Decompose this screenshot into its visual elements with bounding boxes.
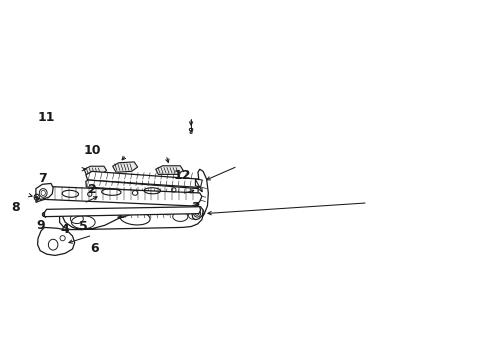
Text: 7: 7 (38, 172, 47, 185)
Text: 11: 11 (38, 111, 55, 125)
Polygon shape (86, 171, 202, 187)
Text: 6: 6 (90, 242, 98, 255)
Text: 10: 10 (83, 144, 101, 157)
Polygon shape (113, 162, 138, 172)
Text: 1: 1 (115, 208, 124, 221)
Polygon shape (60, 209, 203, 230)
Polygon shape (86, 180, 200, 195)
Polygon shape (36, 186, 202, 206)
Polygon shape (196, 179, 202, 187)
Polygon shape (192, 206, 203, 220)
Polygon shape (38, 228, 74, 256)
Text: 12: 12 (173, 169, 191, 182)
Text: 3: 3 (192, 202, 200, 215)
Text: 4: 4 (60, 223, 69, 236)
Polygon shape (84, 166, 107, 175)
Text: 5: 5 (79, 220, 88, 233)
Polygon shape (45, 207, 200, 217)
Text: 9: 9 (37, 219, 46, 231)
Polygon shape (156, 166, 183, 174)
Polygon shape (36, 184, 53, 199)
Text: 2: 2 (88, 183, 97, 196)
Text: 8: 8 (11, 202, 20, 215)
Polygon shape (196, 169, 208, 219)
